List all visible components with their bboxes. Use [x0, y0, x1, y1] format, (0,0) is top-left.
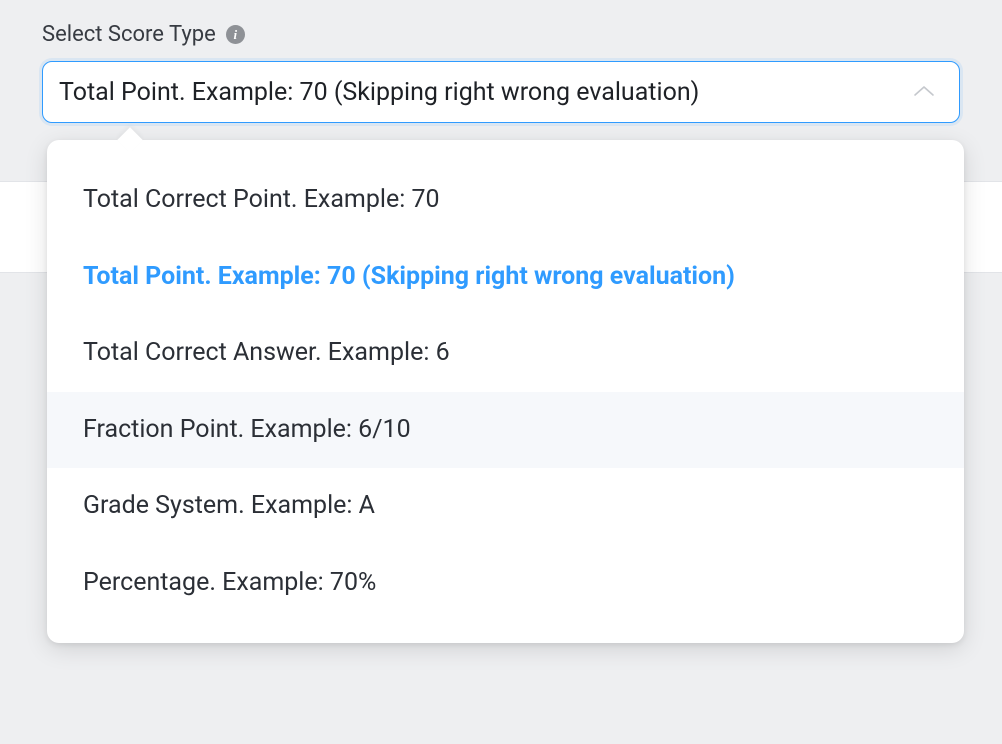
field-label: Select Score Type	[42, 22, 216, 47]
chevron-up-icon	[913, 83, 935, 102]
field-label-row: Select Score Type i	[42, 22, 960, 47]
option-total-point-skip[interactable]: Total Point. Example: 70 (Skipping right…	[47, 239, 964, 316]
select-value: Total Point. Example: 70 (Skipping right…	[59, 78, 699, 107]
info-icon[interactable]: i	[226, 25, 245, 44]
score-type-dropdown: Total Correct Point. Example: 70 Total P…	[47, 140, 964, 643]
option-total-correct-point[interactable]: Total Correct Point. Example: 70	[47, 162, 964, 239]
option-grade-system[interactable]: Grade System. Example: A	[47, 468, 964, 545]
option-fraction-point[interactable]: Fraction Point. Example: 6/10	[47, 392, 964, 469]
option-total-correct-answer[interactable]: Total Correct Answer. Example: 6	[47, 315, 964, 392]
score-type-select[interactable]: Total Point. Example: 70 (Skipping right…	[42, 61, 960, 123]
option-percentage[interactable]: Percentage. Example: 70%	[47, 545, 964, 622]
score-type-field: Select Score Type i Total Point. Example…	[0, 0, 1002, 123]
